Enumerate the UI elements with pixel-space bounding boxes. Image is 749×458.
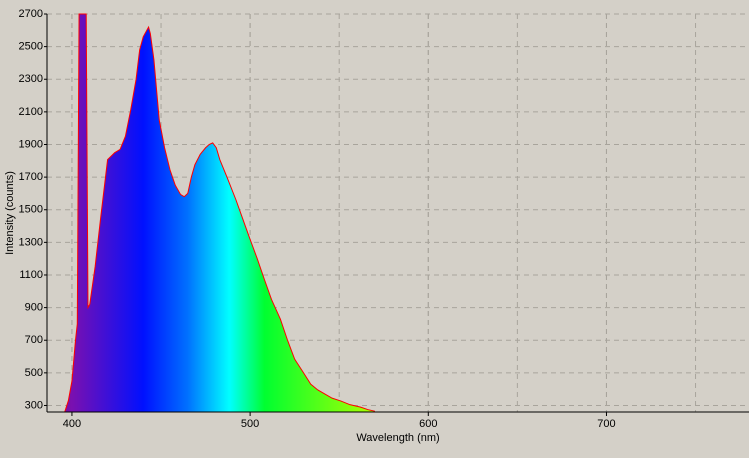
spectrum-line xyxy=(64,13,375,412)
spectrum-area xyxy=(64,14,375,412)
y-tick-label: 1700 xyxy=(19,171,43,183)
x-tick-label: 600 xyxy=(419,418,437,430)
y-tick-label: 500 xyxy=(25,367,43,379)
y-tick-label: 900 xyxy=(25,302,43,314)
y-tick-label: 300 xyxy=(25,399,43,411)
x-tick-label: 500 xyxy=(241,418,259,430)
y-tick-label: 2100 xyxy=(19,106,43,118)
y-axis-label: Intensity (counts) xyxy=(4,171,16,255)
y-tick-label: 1300 xyxy=(19,236,43,248)
y-tick-label: 1100 xyxy=(19,269,43,281)
x-tick-label: 700 xyxy=(597,418,615,430)
y-tick-label: 2500 xyxy=(19,41,43,53)
y-tick-label: 700 xyxy=(25,334,43,346)
y-tick-label: 2300 xyxy=(19,73,43,85)
y-tick-label: 1900 xyxy=(19,138,43,150)
x-axis-label: Wavelength (nm) xyxy=(356,432,439,444)
y-tick-label: 1500 xyxy=(19,204,43,216)
y-tick-label: 2700 xyxy=(19,8,43,20)
x-tick-label: 400 xyxy=(63,418,81,430)
